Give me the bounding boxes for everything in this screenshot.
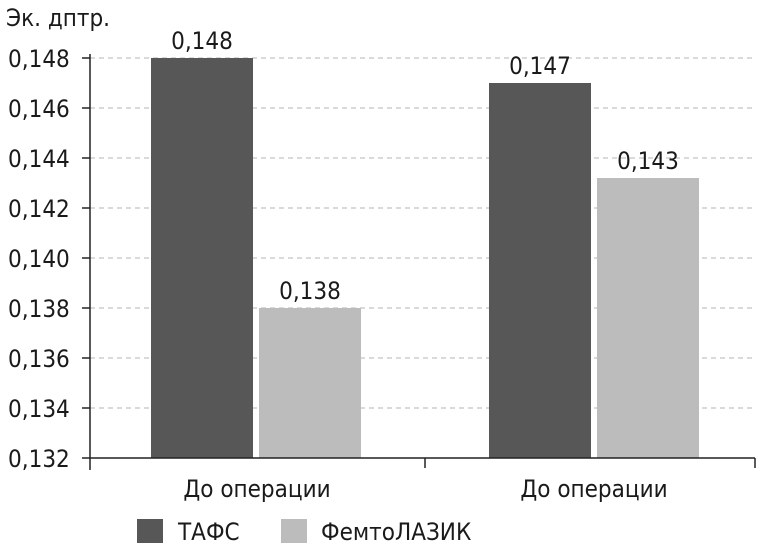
bar [489,83,591,458]
legend: ТАФС ФемтоЛАЗИК [137,518,471,546]
category-label: До операции [183,475,330,503]
legend-label: ТАФС [177,518,240,546]
y-tick-label: 0,132 [8,445,70,473]
category-label: До операции [520,475,667,503]
y-tick-label: 0,142 [8,195,70,223]
bar [151,58,253,458]
y-tick-label: 0,144 [8,145,70,173]
y-tick-label: 0,140 [8,245,70,273]
y-tick-label: 0,138 [8,295,70,323]
legend-label: ФемтоЛАЗИК [321,518,471,546]
y-axis-label: Эк. дптр. [6,4,110,32]
bar [597,178,699,458]
y-tick-label: 0,148 [8,45,70,73]
legend-swatch [281,519,307,543]
data-label: 0,148 [171,27,233,55]
bars: 0,148 0,138 0,147 0,143 [151,27,699,458]
data-label: 0,147 [509,52,571,80]
data-label: 0,138 [279,277,341,305]
y-axis-ticks: 0,132 0,134 0,136 0,138 0,140 0,142 0,144 0,146… [8,45,90,473]
bar [259,308,361,458]
y-tick-label: 0,136 [8,345,70,373]
data-label: 0,143 [617,147,679,175]
y-tick-label: 0,146 [8,95,70,123]
y-tick-label: 0,134 [8,395,70,423]
category-labels: До операции До операции [183,475,667,503]
legend-swatch [137,519,163,543]
axes [89,54,756,470]
